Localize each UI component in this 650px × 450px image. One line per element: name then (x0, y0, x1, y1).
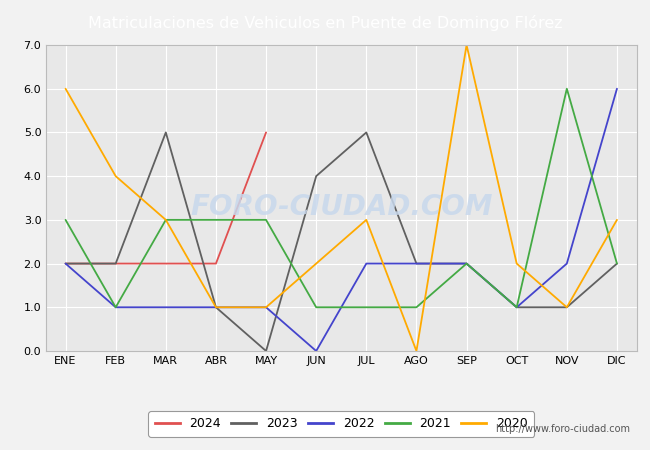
Text: http://www.foro-ciudad.com: http://www.foro-ciudad.com (495, 424, 630, 434)
Text: Matriculaciones de Vehiculos en Puente de Domingo Flórez: Matriculaciones de Vehiculos en Puente d… (88, 15, 562, 32)
Text: FORO-CIUDAD.COM: FORO-CIUDAD.COM (190, 193, 493, 221)
Legend: 2024, 2023, 2022, 2021, 2020: 2024, 2023, 2022, 2021, 2020 (148, 411, 534, 436)
